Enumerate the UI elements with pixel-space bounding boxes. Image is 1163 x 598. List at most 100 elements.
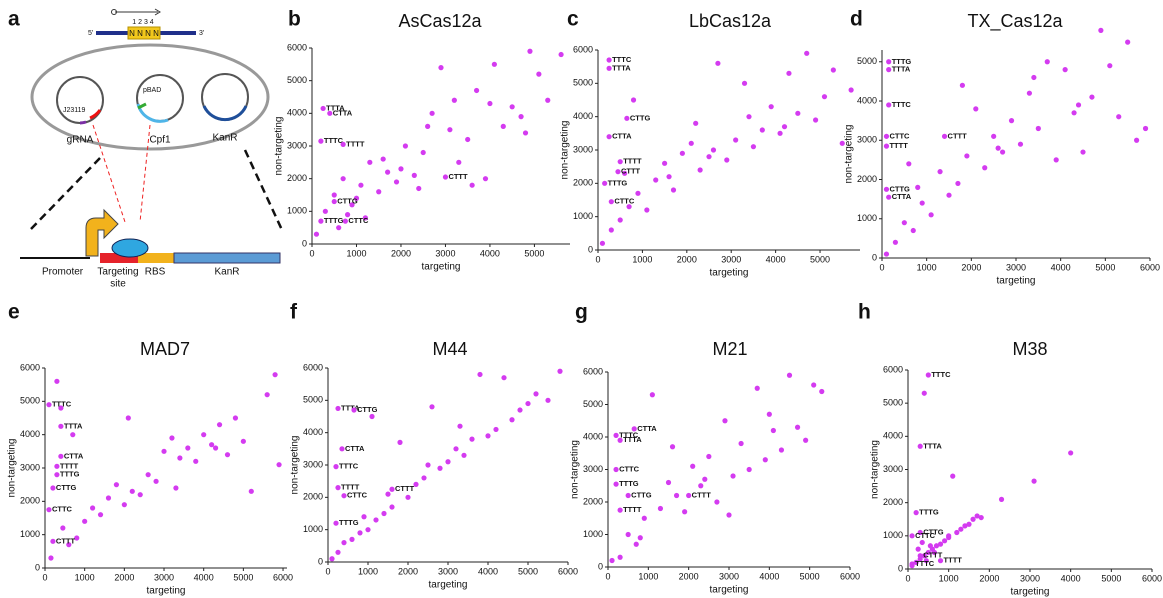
annotated-point: [909, 561, 915, 567]
point: [398, 166, 404, 172]
y-tick-label: 3000: [573, 144, 593, 154]
point-label: CTTG: [337, 197, 358, 206]
y-tick-label: 4000: [573, 111, 593, 121]
point-label: TTTA: [326, 103, 345, 112]
point: [322, 208, 328, 214]
point: [487, 100, 493, 107]
x-axis-label: targeting: [710, 268, 749, 279]
point: [438, 65, 444, 71]
point: [276, 462, 282, 468]
point: [1080, 149, 1086, 155]
point: [750, 144, 757, 150]
annotated-point: [613, 432, 619, 438]
point: [1035, 125, 1041, 132]
annotated-point: [625, 492, 631, 499]
panel-letter: f: [290, 301, 298, 324]
point: [557, 368, 563, 374]
point-label: CTTA: [637, 424, 657, 433]
point: [341, 540, 347, 546]
point: [803, 437, 809, 443]
point: [420, 149, 426, 156]
point-label: TTTG: [919, 508, 939, 517]
annotated-point: [624, 115, 630, 121]
point: [501, 375, 507, 381]
point: [353, 195, 360, 201]
point-label: CTTA: [333, 108, 353, 117]
annotated-point: [320, 105, 326, 112]
point: [240, 438, 246, 444]
point: [715, 60, 721, 66]
point: [129, 488, 135, 494]
annotated-point: [333, 520, 339, 526]
x-axis-label: targeting: [710, 585, 749, 596]
annotated-point: [917, 529, 923, 536]
x-tick-label: 1000: [75, 572, 95, 582]
y-tick-label: 4000: [857, 95, 877, 105]
point: [447, 127, 453, 133]
rbs: [138, 253, 174, 263]
point: [738, 440, 744, 447]
point: [942, 538, 948, 544]
chart-title: TX_Cas12a: [967, 11, 1063, 32]
x-axis-label: targeting: [997, 276, 1036, 287]
point: [451, 97, 457, 103]
x-tick-label: 1000: [632, 254, 652, 264]
y-axis-label: non-targeting: [844, 125, 855, 184]
point: [781, 124, 788, 130]
x-axis-label: targeting: [422, 262, 461, 273]
annotated-point: [937, 558, 944, 564]
annotated-point: [602, 180, 608, 186]
point: [795, 110, 801, 116]
point: [819, 388, 825, 395]
point: [473, 87, 480, 94]
annotated-point: [886, 194, 892, 200]
point: [741, 80, 748, 86]
point: [331, 192, 337, 198]
x-tick-label: 0: [905, 573, 910, 583]
point: [839, 140, 845, 146]
y-tick-label: 6000: [303, 362, 323, 372]
x-tick-label: 5000: [1095, 262, 1115, 272]
point-label: TTTC: [612, 55, 632, 64]
point: [998, 496, 1005, 502]
point: [915, 546, 921, 552]
point: [358, 182, 364, 188]
y-tick-label: 3000: [303, 459, 323, 469]
annotated-point: [318, 138, 324, 144]
annotated-point: [54, 472, 60, 478]
point: [665, 479, 672, 486]
point: [362, 215, 368, 221]
point-label: TTTT: [341, 483, 360, 492]
chart-title: MAD7: [140, 339, 190, 359]
point-label: CTTC: [52, 505, 73, 514]
point: [536, 71, 542, 77]
annotated-point: [613, 481, 619, 487]
point: [445, 459, 451, 465]
point: [1017, 141, 1024, 147]
y-tick-label: 1000: [883, 530, 903, 540]
point-label: TTTT: [623, 505, 642, 514]
point: [641, 515, 647, 521]
point: [644, 207, 650, 213]
point: [125, 415, 131, 421]
point: [376, 189, 382, 195]
y-tick-label: 0: [318, 556, 323, 566]
point: [921, 553, 927, 559]
point: [336, 225, 342, 231]
panel-letter: h: [858, 301, 871, 324]
annotated-point: [617, 159, 623, 165]
point: [137, 492, 143, 498]
promoter1: J23119: [63, 107, 86, 114]
annotated-point: [58, 453, 64, 459]
x-tick-label: 3000: [719, 571, 739, 581]
annotated-point: [909, 533, 915, 539]
point: [425, 462, 431, 468]
point-label: TTTA: [923, 441, 942, 450]
targeting-site: [100, 253, 138, 263]
x-tick-label: 3000: [1020, 573, 1040, 583]
y-axis-label: non-targeting: [7, 439, 18, 498]
point-label: TTTG: [892, 57, 912, 66]
point: [60, 525, 66, 531]
x-tick-label: 0: [42, 572, 47, 582]
point: [1053, 157, 1059, 163]
